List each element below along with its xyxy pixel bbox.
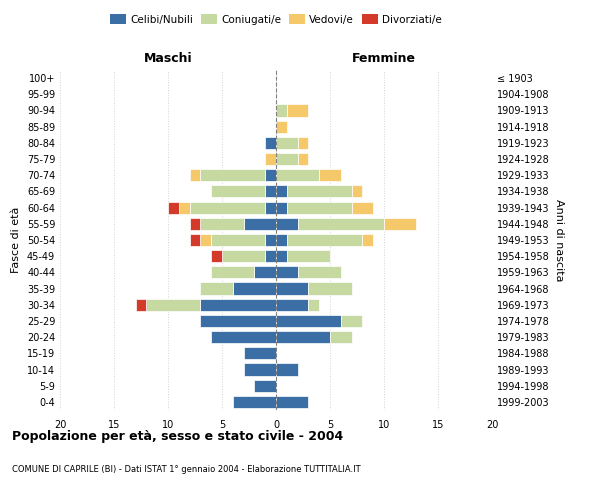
Bar <box>276 282 308 294</box>
Bar <box>287 186 352 198</box>
Bar <box>352 186 362 198</box>
Bar <box>200 315 276 327</box>
Bar <box>352 202 373 213</box>
Text: Femmine: Femmine <box>352 52 416 65</box>
Bar <box>146 298 200 311</box>
Bar <box>276 218 298 230</box>
Bar <box>341 315 362 327</box>
Bar <box>211 186 265 198</box>
Bar <box>211 234 265 246</box>
Bar <box>190 234 200 246</box>
Bar <box>200 234 211 246</box>
Bar <box>233 282 276 294</box>
Bar <box>211 266 254 278</box>
Text: Maschi: Maschi <box>143 52 193 65</box>
Bar <box>276 186 287 198</box>
Bar <box>276 266 298 278</box>
Bar <box>200 218 244 230</box>
Bar <box>200 169 265 181</box>
Bar <box>222 250 265 262</box>
Bar <box>276 315 341 327</box>
Bar <box>276 120 287 132</box>
Bar <box>276 104 287 117</box>
Text: COMUNE DI CAPRILE (BI) - Dati ISTAT 1° gennaio 2004 - Elaborazione TUTTITALIA.IT: COMUNE DI CAPRILE (BI) - Dati ISTAT 1° g… <box>12 465 361 474</box>
Bar <box>287 104 308 117</box>
Y-axis label: Fasce di età: Fasce di età <box>11 207 21 273</box>
Bar <box>136 298 146 311</box>
Bar <box>298 137 308 149</box>
Bar <box>308 298 319 311</box>
Bar <box>254 380 276 392</box>
Bar <box>200 298 276 311</box>
Bar <box>254 266 276 278</box>
Bar <box>265 234 276 246</box>
Bar <box>362 234 373 246</box>
Bar <box>200 282 233 294</box>
Bar <box>287 234 362 246</box>
Bar <box>330 331 352 343</box>
Bar <box>276 331 330 343</box>
Bar <box>265 250 276 262</box>
Bar <box>276 364 298 376</box>
Bar <box>298 266 341 278</box>
Bar <box>308 282 352 294</box>
Bar <box>265 153 276 165</box>
Bar <box>190 202 265 213</box>
Bar <box>265 186 276 198</box>
Bar <box>211 250 222 262</box>
Bar <box>276 234 287 246</box>
Bar <box>287 250 330 262</box>
Bar <box>298 153 308 165</box>
Bar <box>265 202 276 213</box>
Bar <box>276 250 287 262</box>
Bar <box>276 153 298 165</box>
Bar <box>244 218 276 230</box>
Bar <box>244 364 276 376</box>
Bar <box>287 202 352 213</box>
Bar <box>298 218 384 230</box>
Bar <box>276 169 319 181</box>
Y-axis label: Anni di nascita: Anni di nascita <box>554 198 563 281</box>
Bar <box>265 137 276 149</box>
Bar <box>276 137 298 149</box>
Bar <box>276 202 287 213</box>
Bar <box>384 218 416 230</box>
Legend: Celibi/Nubili, Coniugati/e, Vedovi/e, Divorziati/e: Celibi/Nubili, Coniugati/e, Vedovi/e, Di… <box>106 10 446 29</box>
Text: Popolazione per età, sesso e stato civile - 2004: Popolazione per età, sesso e stato civil… <box>12 430 343 443</box>
Bar <box>276 298 308 311</box>
Bar <box>244 348 276 360</box>
Bar <box>168 202 179 213</box>
Bar <box>319 169 341 181</box>
Bar <box>190 169 200 181</box>
Bar <box>179 202 190 213</box>
Bar <box>265 169 276 181</box>
Bar <box>211 331 276 343</box>
Bar <box>276 396 308 408</box>
Bar <box>233 396 276 408</box>
Bar <box>190 218 200 230</box>
